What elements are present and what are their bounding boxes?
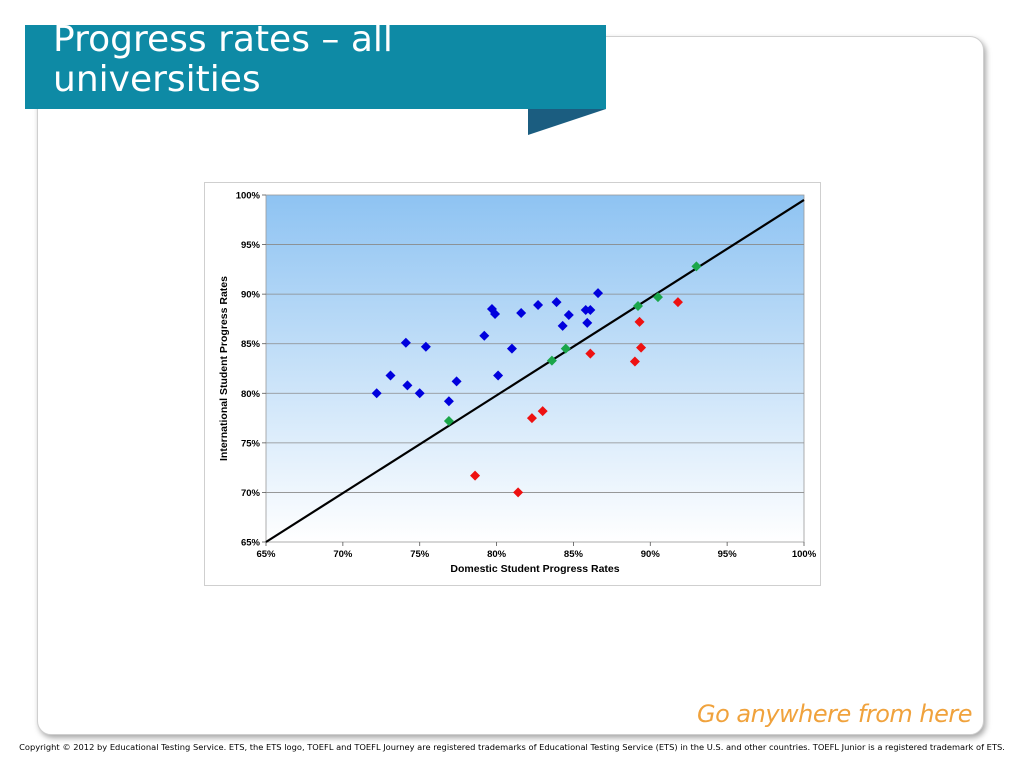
data-point [629, 356, 640, 367]
data-point [593, 288, 604, 299]
data-point [582, 317, 593, 328]
y-tick-label: 95% [241, 240, 261, 251]
x-tick-label: 75% [410, 549, 430, 560]
data-point [470, 470, 481, 481]
y-tick-label: 90% [241, 290, 261, 301]
data-point [400, 337, 411, 348]
data-point [585, 348, 596, 359]
data-point [546, 355, 557, 366]
data-point [513, 487, 524, 498]
data-point [479, 330, 490, 341]
data-point [526, 413, 537, 424]
data-point [443, 416, 454, 427]
data-point [506, 343, 517, 354]
y-tick-label: 100% [236, 191, 261, 202]
tagline: Go anywhere from here [696, 700, 973, 728]
data-point [691, 261, 702, 272]
data-point [490, 308, 501, 319]
data-point [516, 307, 527, 318]
title-banner [25, 25, 606, 109]
copyright-notice: Copyright © 2012 by Educational Testing … [19, 742, 1005, 752]
y-tick-label: 65% [241, 538, 261, 549]
x-tick-label: 95% [718, 549, 738, 560]
x-axis-label: Domestic Student Progress Rates [450, 563, 619, 575]
data-point [557, 320, 568, 331]
x-tick-label: 90% [641, 549, 661, 560]
x-tick-label: 65% [256, 549, 276, 560]
data-point [451, 376, 462, 387]
data-point [443, 396, 454, 407]
data-point [632, 301, 643, 312]
y-tick-label: 85% [241, 339, 261, 350]
y-tick-label: 75% [241, 438, 261, 449]
data-point [537, 406, 548, 417]
scatter-chart: 65% 70% 75% 80% 85% 90% 95% 100% 65% 70% 75% 80% 85%… [218, 191, 817, 576]
data-point [551, 297, 562, 308]
x-tick-label: 100% [792, 549, 817, 560]
data-point [493, 370, 504, 381]
y-axis-label: International Student Progress Rates [218, 276, 230, 461]
reference-line [265, 199, 805, 543]
data-point [563, 309, 574, 320]
data-point [414, 388, 425, 399]
y-tick-label: 70% [241, 488, 261, 499]
data-point [652, 292, 663, 303]
slide-title: Progress rates – all universities [53, 20, 393, 100]
data-point [533, 300, 544, 311]
data-point [634, 316, 645, 327]
data-point [672, 297, 683, 308]
x-tick-label: 70% [333, 549, 353, 560]
data-point [560, 343, 571, 354]
data-point [402, 380, 413, 391]
data-point [636, 342, 647, 353]
data-point [371, 388, 382, 399]
data-point [420, 341, 431, 352]
x-tick-label: 85% [564, 549, 584, 560]
data-point [385, 370, 396, 381]
chart-frame: 65% 70% 75% 80% 85% 90% 95% 100% 65% 70% 75% 80% 85%… [204, 182, 821, 586]
x-tick-label: 80% [487, 549, 507, 560]
data-point [585, 305, 596, 316]
y-tick-label: 80% [241, 389, 261, 400]
